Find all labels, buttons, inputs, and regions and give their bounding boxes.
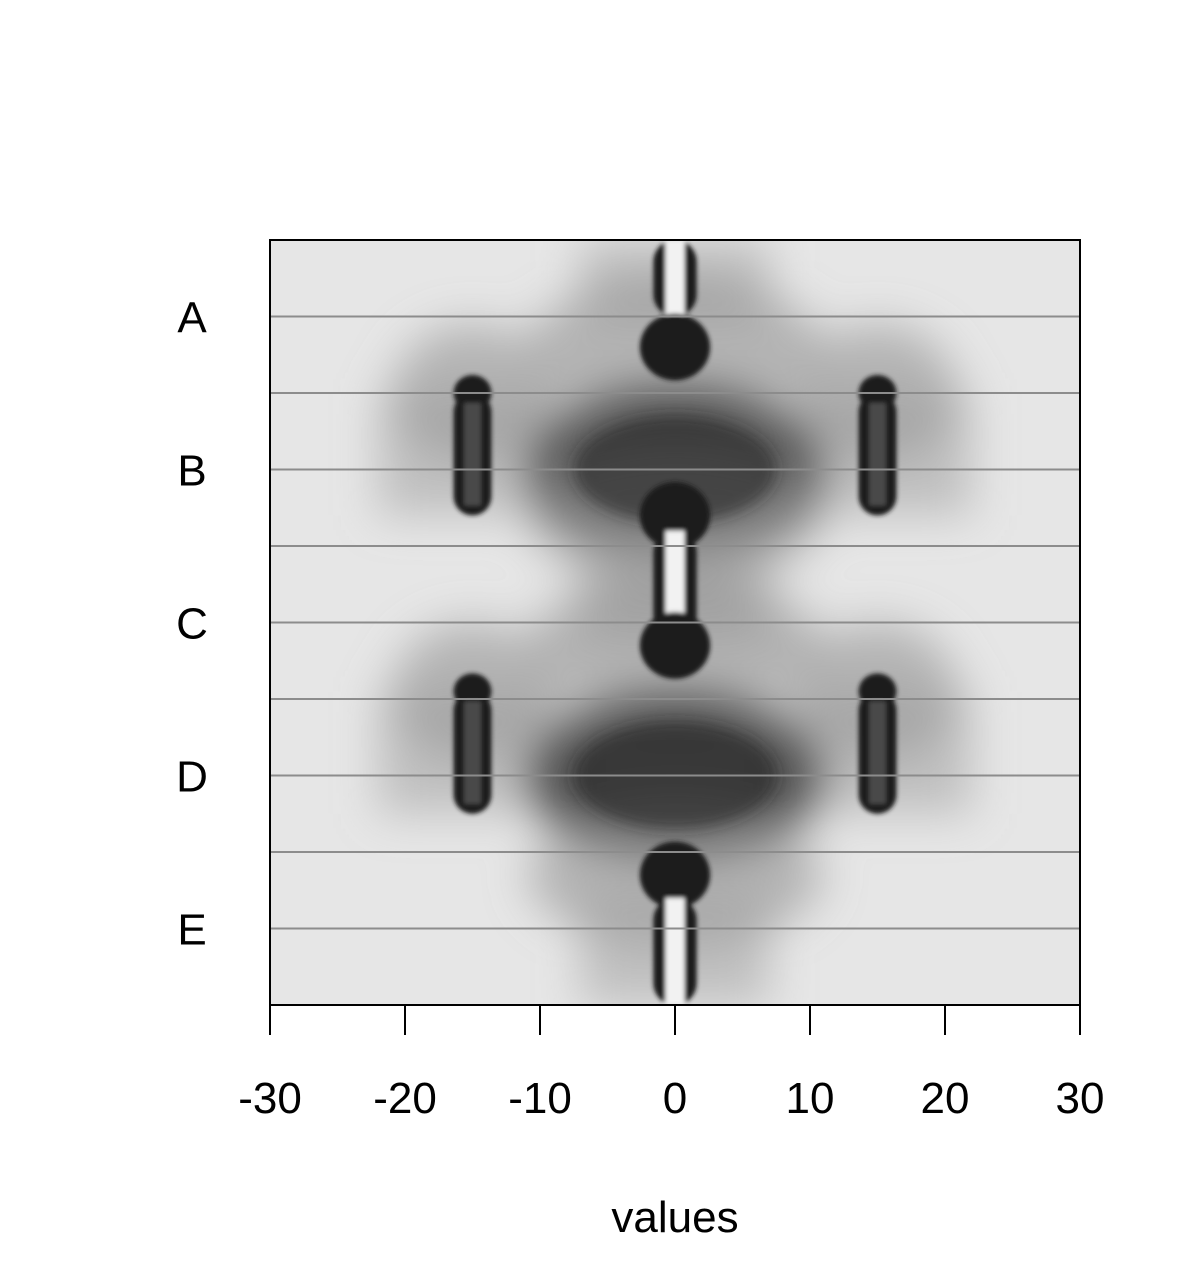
- x-tick-label: 30: [1056, 1074, 1105, 1123]
- bar-core-5: [869, 403, 886, 506]
- row-label: B: [177, 447, 206, 496]
- heatmap-field: [270, 240, 1080, 1005]
- bar-core-16: [665, 897, 685, 1005]
- blob-15: [639, 841, 711, 909]
- row-label: A: [177, 294, 207, 343]
- bar-core-12: [464, 701, 481, 804]
- x-tick-label: 10: [786, 1074, 835, 1123]
- blob-9: [639, 612, 711, 679]
- x-axis: -30 -20 -10 0 10 20 30: [238, 1004, 1105, 1123]
- heatmap-core-layer: [453, 240, 897, 1005]
- blob-7: [639, 482, 711, 549]
- x-tick-label: -20: [373, 1074, 437, 1123]
- row-label: E: [177, 906, 206, 955]
- row-label: C: [176, 600, 208, 649]
- bar-core-0: [665, 240, 685, 317]
- blob-1: [639, 313, 711, 381]
- row-label: D: [176, 753, 208, 802]
- x-tick-label: 0: [663, 1074, 687, 1123]
- row-labels: A B C D E: [176, 294, 208, 955]
- bar-core-8: [665, 530, 685, 638]
- bar-core-13: [869, 701, 886, 804]
- x-tick-label: -10: [508, 1074, 572, 1123]
- x-tick-label: -30: [238, 1074, 302, 1123]
- bar-core-4: [464, 403, 481, 506]
- row-boundary-lines: [270, 315, 1080, 930]
- x-tick-label: 20: [921, 1074, 970, 1123]
- x-axis-label: values: [611, 1193, 738, 1242]
